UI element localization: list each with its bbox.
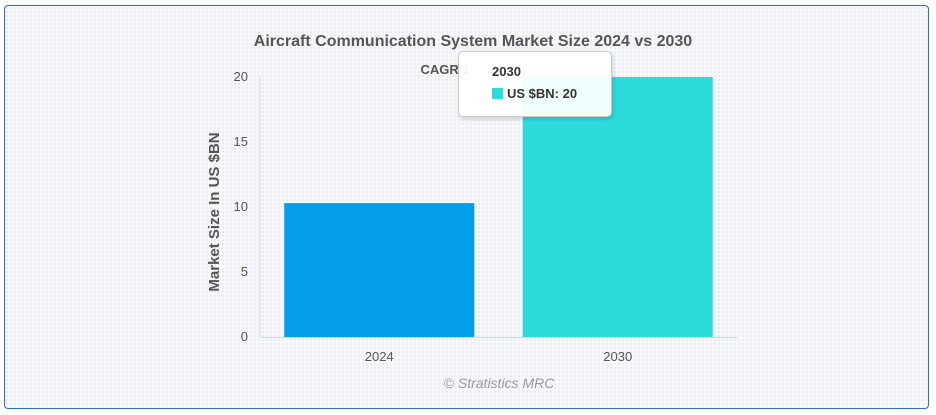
x-axis-ticks: 2024 2030: [365, 349, 632, 364]
tooltip-category: 2030: [492, 64, 521, 79]
chart-title: Aircraft Communication System Market Siz…: [254, 33, 693, 50]
bar-chart: Aircraft Communication System Market Siz…: [206, 33, 737, 391]
y-tick-label: 10: [234, 199, 248, 214]
chart-subtitle: CAGR 1: [420, 62, 469, 77]
y-tick-label: 15: [234, 134, 248, 149]
chart-tooltip: 2030 US $BN: 20: [458, 51, 612, 117]
tooltip-value: US $BN: 20: [507, 86, 578, 101]
y-axis-label: Market Size In US $BN: [206, 132, 223, 291]
bars-group: [284, 77, 713, 337]
chart-credit: © Stratistics MRC: [444, 375, 556, 391]
tooltip-swatch-icon: [492, 88, 503, 99]
y-tick-label: 5: [241, 264, 248, 279]
y-axis-ticks: 0 5 10 15 20: [234, 69, 248, 344]
x-tick-label: 2024: [365, 349, 394, 364]
tooltip-row: US $BN: 20: [492, 86, 577, 101]
bar-2030[interactable]: [522, 77, 713, 337]
bar-2024[interactable]: [284, 203, 475, 337]
y-tick-label: 0: [241, 329, 248, 344]
chart-card: Aircraft Communication System Market Siz…: [4, 5, 929, 409]
y-tick-label: 20: [234, 69, 248, 84]
x-tick-label: 2030: [603, 349, 632, 364]
